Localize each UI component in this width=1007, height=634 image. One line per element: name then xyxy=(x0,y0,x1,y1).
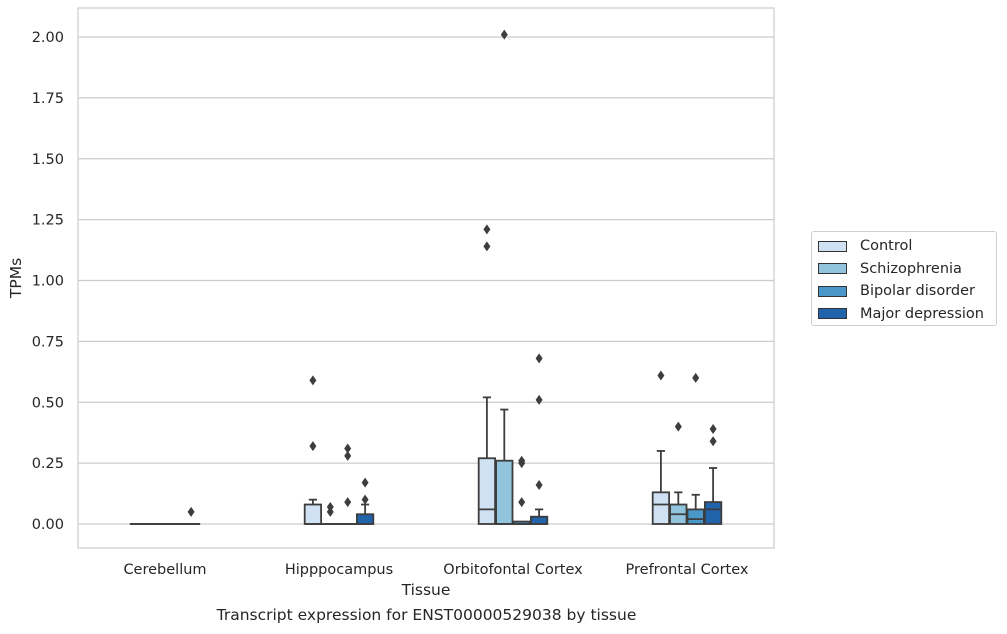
y-tick-label: 1.25 xyxy=(32,213,64,229)
legend-swatch xyxy=(818,285,847,297)
box-body xyxy=(495,459,514,525)
y-axis-title: TPMs xyxy=(7,258,25,299)
y-tick-label: 0.50 xyxy=(32,395,64,411)
box-control xyxy=(651,370,671,525)
gridlines xyxy=(78,36,774,525)
box-schizophrenia xyxy=(321,501,340,525)
figure-caption: Transcript expression for ENST0000052903… xyxy=(216,606,637,624)
box-body xyxy=(686,508,705,525)
outlier-point xyxy=(344,450,352,461)
x-axis-title: Tissue xyxy=(401,581,451,599)
x-tick-labels: Cerebellum Hipppocampus Orbitofontal Corte… xyxy=(123,562,748,578)
outlier-point xyxy=(483,224,491,235)
box-bipolar-disorder xyxy=(338,443,357,525)
legend-swatch xyxy=(818,263,847,274)
box-schizophrenia xyxy=(495,29,514,525)
outlier-point xyxy=(187,506,195,517)
box-body xyxy=(704,501,723,525)
y-tick-label: 2.00 xyxy=(32,30,64,46)
box-major-depression xyxy=(704,424,723,525)
box-bipolar-disorder xyxy=(686,372,705,525)
box-body xyxy=(477,457,497,525)
legend-item: Schizophrenia xyxy=(818,259,962,279)
box-bipolar-disorder xyxy=(512,455,531,525)
outlier-point xyxy=(535,394,543,405)
box-body xyxy=(530,515,549,525)
box-schizophrenia xyxy=(669,421,688,525)
legend-item: Control xyxy=(818,236,912,256)
box-control xyxy=(303,375,323,525)
box-body xyxy=(303,503,323,525)
y-tick-label: 0.25 xyxy=(32,456,64,472)
outlier-point xyxy=(309,375,317,386)
x-tick-label: Hipppocampus xyxy=(285,562,393,578)
legend-label: Control xyxy=(860,238,913,254)
outlier-point xyxy=(361,477,369,488)
outlier-point xyxy=(326,506,334,517)
outlier-point xyxy=(344,497,352,508)
outlier-point xyxy=(535,480,543,491)
boxes xyxy=(129,29,723,525)
x-tick-label: Prefrontal Cortex xyxy=(626,562,749,578)
outlier-point xyxy=(344,443,352,454)
y-tick-labels: 0.00 0.25 0.50 0.75 1.00 1.25 1.50 1.75 2.00 xyxy=(32,30,64,533)
legend-item: Bipolar disorder xyxy=(818,281,975,301)
box-major-depression xyxy=(355,477,375,525)
outlier-point xyxy=(709,424,717,435)
outlier-point xyxy=(692,372,700,383)
legend-label: Bipolar disorder xyxy=(860,283,975,299)
legend: Control Schizophrenia Bipolar disorder Majo… xyxy=(811,231,997,326)
y-tick-label: 1.00 xyxy=(32,274,64,290)
plot-frame xyxy=(77,7,775,549)
outlier-point xyxy=(674,421,682,432)
outlier-point xyxy=(309,441,317,452)
outlier-point xyxy=(657,370,665,381)
y-tick-label: 0.75 xyxy=(32,334,64,350)
box-major-depression xyxy=(181,506,201,525)
y-tick-label: 1.75 xyxy=(32,91,64,107)
box-major-depression xyxy=(530,353,549,525)
x-tick-label: Cerebellum xyxy=(123,562,206,578)
y-tick-label: 1.50 xyxy=(32,152,64,168)
box-body xyxy=(651,491,671,525)
outlier-point xyxy=(518,458,526,469)
outlier-point xyxy=(709,436,717,447)
y-tick-label: 0.00 xyxy=(32,517,64,533)
legend-label: Schizophrenia xyxy=(860,260,962,277)
outlier-point xyxy=(483,241,491,252)
legend-swatch xyxy=(818,308,847,319)
outlier-point xyxy=(535,353,543,364)
outlier-point xyxy=(361,494,369,505)
x-tick-label: Orbitofontal Cortex xyxy=(443,562,583,578)
legend-label: Major depression xyxy=(860,305,984,322)
legend-item: Major depression xyxy=(818,304,984,324)
outlier-point xyxy=(518,497,526,508)
box-control xyxy=(477,224,497,525)
box-body xyxy=(355,513,375,525)
legend-swatch xyxy=(818,240,847,252)
outlier-point xyxy=(500,29,508,40)
